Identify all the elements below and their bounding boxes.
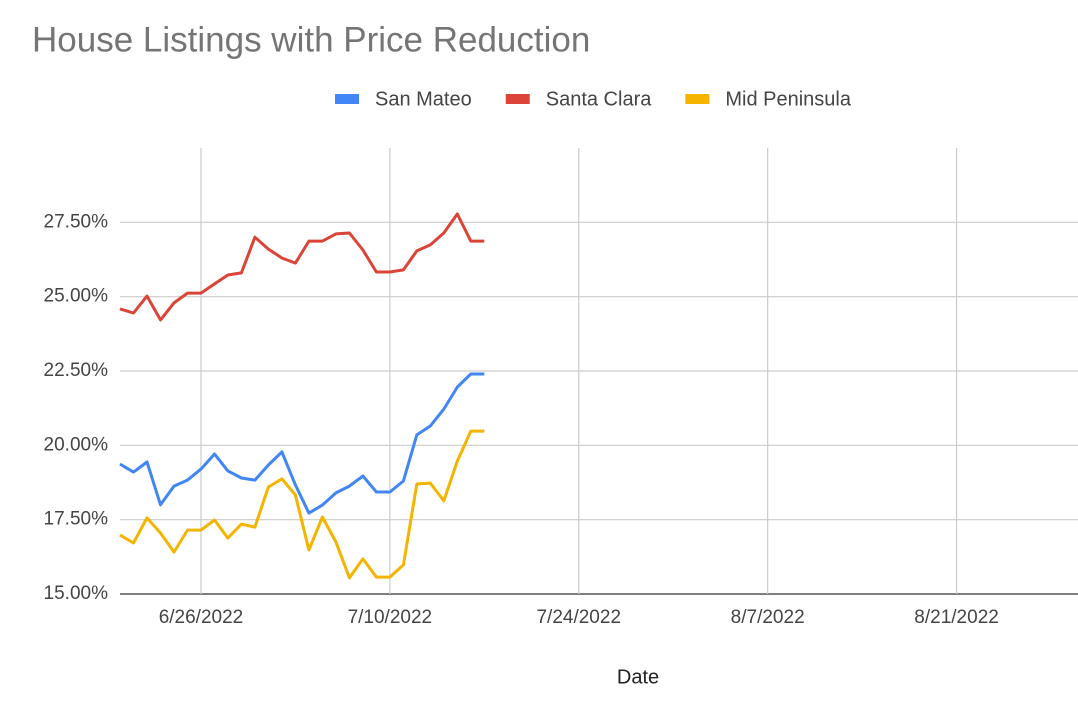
legend-swatch — [505, 94, 530, 104]
legend-swatch — [335, 94, 360, 104]
chart-title: House Listings with Price Reduction — [32, 20, 590, 59]
x-tick-label: 6/26/2022 — [159, 607, 244, 628]
x-tick-label: 8/21/2022 — [914, 607, 999, 628]
y-tick-label: 25.00% — [44, 286, 109, 307]
y-tick-label: 15.00% — [44, 583, 109, 604]
series-line — [119, 372, 485, 515]
x-tick-label: 8/7/2022 — [731, 607, 805, 628]
x-axis-label: Date — [617, 666, 659, 688]
y-tick-label: 17.50% — [44, 509, 109, 530]
legend-label: Mid Peninsula — [725, 88, 852, 110]
y-tick-label: 22.50% — [44, 360, 109, 381]
legend-label: San Mateo — [375, 88, 472, 110]
x-tick-label: 7/10/2022 — [348, 607, 433, 628]
legend-swatch — [685, 94, 710, 104]
series-line — [119, 212, 485, 322]
legend-label: Santa Clara — [546, 88, 652, 110]
series-line — [119, 429, 485, 580]
x-tick-label: 7/24/2022 — [536, 607, 621, 628]
y-tick-label: 27.50% — [44, 211, 109, 232]
y-tick-label: 20.00% — [44, 434, 109, 455]
